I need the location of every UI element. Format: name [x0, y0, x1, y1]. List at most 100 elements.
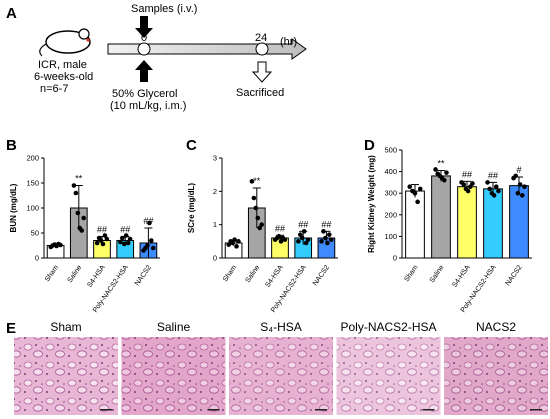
- arrow: [135, 60, 153, 82]
- image-title: Poly-NACS2-HSA: [340, 320, 436, 334]
- subject-text: ICR, male: [38, 59, 87, 71]
- panel-label: B: [6, 137, 17, 154]
- y-tick-label: 400: [384, 167, 397, 176]
- data-point: [470, 181, 475, 186]
- bar: [483, 188, 503, 259]
- scale-bar: [315, 409, 327, 411]
- data-point: [147, 220, 152, 226]
- subject-text: n=6-7: [40, 83, 68, 95]
- data-point: [73, 190, 79, 196]
- y-axis-label: Right Kidney Weight (mg): [367, 155, 376, 253]
- significance: **: [253, 176, 261, 186]
- data-point: [433, 167, 438, 172]
- y-tick-label: 200: [384, 210, 397, 219]
- x-tick-label: Sham: [44, 264, 60, 283]
- data-point: [232, 237, 237, 242]
- data-point: [441, 177, 447, 183]
- bar: [431, 175, 451, 259]
- data-point: [121, 241, 127, 247]
- data-point: [321, 229, 326, 234]
- mouse-icon: [39, 28, 91, 57]
- data-point: [327, 232, 332, 237]
- significance: ##: [488, 170, 498, 180]
- data-point: [319, 239, 324, 244]
- treatment-text: (10 mL/kg, i.m.): [110, 100, 186, 112]
- x-tick-label: NACS2: [312, 264, 331, 287]
- significance: ##: [462, 169, 472, 179]
- panel-label: A: [6, 5, 17, 22]
- x-tick-label: NACS2: [134, 264, 153, 287]
- time-label: 0: [141, 32, 147, 44]
- y-tick-label: 300: [384, 189, 397, 198]
- data-point: [412, 190, 418, 196]
- arrow: [251, 61, 273, 83]
- significance: #: [516, 165, 521, 175]
- image-tint: [229, 337, 333, 415]
- data-point: [234, 244, 239, 249]
- data-point: [485, 180, 490, 185]
- x-tick-label: NACS2: [505, 264, 524, 287]
- histology-image: [121, 337, 226, 415]
- data-point: [493, 184, 499, 190]
- data-point: [119, 235, 125, 241]
- data-point: [328, 237, 334, 242]
- data-point: [230, 240, 235, 246]
- image-tint: [444, 337, 548, 415]
- data-point: [58, 242, 63, 248]
- timeline: [107, 38, 307, 60]
- image-tint: [336, 337, 441, 415]
- scale-bar: [100, 409, 112, 411]
- data-point: [259, 222, 264, 227]
- data-point: [407, 184, 413, 190]
- data-point: [323, 235, 328, 241]
- data-point: [276, 234, 282, 239]
- image-title: Sham: [50, 320, 81, 334]
- data-point: [127, 236, 133, 242]
- data-point: [282, 237, 288, 242]
- data-point: [296, 239, 301, 244]
- x-tick-label: S4-HSA: [86, 264, 106, 289]
- y-tick-label: 0: [213, 254, 217, 263]
- significance: ##: [120, 225, 130, 235]
- time-point: [255, 42, 269, 56]
- data-point: [444, 170, 449, 175]
- y-tick-label: 0: [393, 254, 397, 263]
- data-point: [125, 240, 131, 246]
- histology-image: [14, 337, 118, 415]
- data-point: [236, 239, 241, 244]
- data-point: [301, 229, 307, 234]
- scale-bar: [530, 409, 542, 411]
- data-point: [491, 193, 497, 198]
- data-point: [496, 188, 501, 194]
- data-point: [123, 233, 129, 238]
- significance: ##: [321, 219, 331, 229]
- significance: ##: [143, 216, 153, 226]
- data-point: [417, 186, 423, 192]
- y-tick-label: 200: [26, 154, 39, 163]
- bar: [457, 186, 477, 259]
- y-tick-label: 3: [213, 154, 217, 163]
- arrow: [135, 16, 153, 38]
- x-tick-label: S4-HSA: [264, 264, 284, 289]
- data-point: [461, 182, 467, 187]
- data-point: [150, 245, 156, 251]
- scale-bar: [422, 409, 435, 411]
- x-tick-label: S4-HSA: [451, 264, 471, 289]
- significance: ##: [298, 219, 308, 229]
- data-point: [517, 182, 523, 187]
- image-title: NACS2: [476, 320, 516, 334]
- data-point: [522, 184, 527, 190]
- panel-label: C: [186, 137, 197, 154]
- time-point: [137, 42, 151, 56]
- x-tick-label: Sham: [403, 264, 419, 283]
- data-point: [255, 215, 261, 221]
- scale-bar: [207, 409, 220, 411]
- significance: ##: [97, 225, 107, 235]
- data-point: [415, 199, 420, 205]
- y-axis-label: BUN (mg/dL): [9, 183, 18, 232]
- data-point: [325, 240, 330, 246]
- histology-image: [444, 337, 548, 415]
- data-point: [513, 173, 519, 179]
- significance: ##: [275, 223, 285, 233]
